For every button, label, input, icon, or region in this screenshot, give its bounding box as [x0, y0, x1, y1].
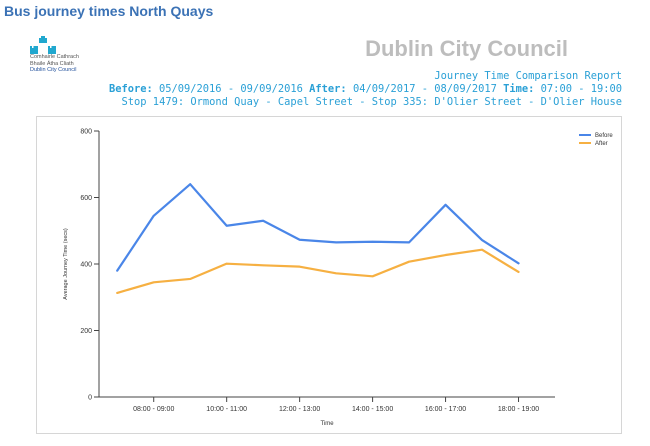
- data-point-after: [152, 281, 155, 284]
- y-axis-label: Average Journey Time (secs): [63, 228, 69, 300]
- data-point-before: [225, 224, 228, 227]
- data-point-after: [225, 262, 228, 265]
- x-tick-label: 08:00 - 09:00: [133, 406, 174, 413]
- series-line-before: [116, 183, 520, 272]
- report-route: Stop 1479: Ormond Quay - Capel Street - …: [121, 96, 622, 108]
- data-point-after: [335, 272, 337, 275]
- after-label: After:: [309, 83, 347, 95]
- logo-line-1: Comhairle Cathrach: [30, 54, 79, 60]
- y-tick-label: 400: [80, 262, 92, 269]
- x-tick-label: 14:00 - 15:00: [352, 406, 393, 413]
- time-range: 07:00 - 19:00: [540, 83, 622, 95]
- data-point-after: [481, 248, 483, 251]
- y-tick-label: 600: [80, 195, 92, 202]
- page-title: Bus journey times North Quays: [4, 3, 214, 19]
- data-point-after: [116, 292, 119, 294]
- data-point-after: [371, 275, 374, 278]
- data-point-after: [444, 254, 447, 256]
- y-tick-label: 800: [80, 129, 92, 136]
- data-point-before: [298, 238, 301, 241]
- data-point-before: [371, 240, 374, 243]
- data-point-before: [408, 241, 410, 244]
- data-point-before: [189, 183, 191, 185]
- x-tick-label: 12:00 - 13:00: [279, 406, 320, 413]
- data-point-after: [189, 278, 191, 280]
- data-point-before: [517, 262, 520, 265]
- castles-icon: [30, 36, 56, 54]
- before-range: 05/09/2016 - 09/09/2016: [159, 83, 303, 95]
- legend-label-after: After: [595, 141, 608, 147]
- data-point-after: [408, 260, 410, 263]
- y-tick-label: 0: [88, 395, 92, 402]
- data-point-after: [262, 264, 264, 267]
- data-point-before: [335, 241, 337, 244]
- data-point-after: [517, 271, 520, 273]
- x-tick-label: 16:00 - 17:00: [425, 406, 466, 413]
- data-point-after: [298, 265, 301, 268]
- dcc-logo: Comhairle Cathrach Bhaile Átha Cliath Du…: [30, 36, 100, 74]
- x-tick-label: 10:00 - 11:00: [206, 406, 247, 413]
- chart-frame: 0 200 400 600 800 08:00 - 09:00 10:00 - 11:00 1…: [36, 116, 622, 434]
- data-point-before: [444, 204, 447, 206]
- series-line-after: [116, 248, 520, 295]
- data-point-before: [481, 239, 483, 241]
- council-name: Dublin City Council: [365, 36, 568, 61]
- y-tick-label: 200: [80, 328, 92, 335]
- data-point-before: [152, 214, 155, 217]
- report-header: Journey Time Comparison Report Before: 0…: [109, 70, 622, 109]
- logo-line-2: Bhaile Átha Cliath: [30, 60, 74, 67]
- journey-time-chart: 0 200 400 600 800 08:00 - 09:00 10:00 - 11:00 1…: [63, 129, 613, 428]
- after-range: 04/09/2017 - 08/09/2017: [352, 83, 497, 95]
- report-title: Journey Time Comparison Report: [434, 70, 622, 82]
- before-label: Before:: [108, 83, 153, 95]
- data-point-before: [116, 269, 119, 272]
- x-axis-label: Time: [320, 421, 334, 427]
- x-tick-label: 18:00 - 19:00: [498, 406, 539, 413]
- time-label: Time:: [503, 83, 535, 95]
- legend-label-before: Before: [595, 133, 613, 139]
- logo-line-3: Dublin City Council: [30, 67, 77, 73]
- report-dates: Before: 05/09/2016 - 09/09/2016 After: 0…: [109, 83, 622, 96]
- data-point-before: [262, 219, 264, 222]
